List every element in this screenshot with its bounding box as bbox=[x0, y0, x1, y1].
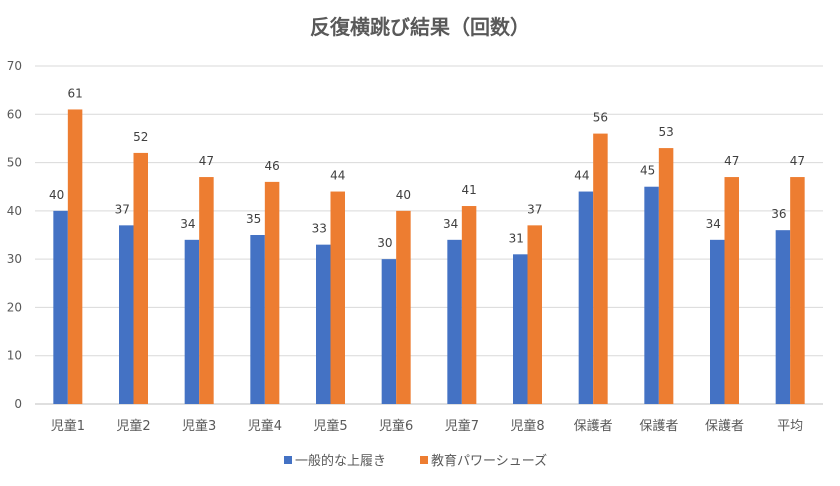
data-label: 31 bbox=[509, 231, 524, 245]
data-label: 37 bbox=[115, 202, 130, 216]
x-tick-label: 児童1 bbox=[51, 418, 85, 434]
legend-label: 教育パワーシューズ bbox=[431, 453, 547, 469]
bar bbox=[330, 191, 345, 404]
bar bbox=[658, 148, 674, 404]
data-label: 30 bbox=[377, 236, 392, 250]
x-tick-label: 児童3 bbox=[182, 418, 216, 434]
data-label: 40 bbox=[396, 188, 411, 202]
y-tick-label: 20 bbox=[7, 300, 22, 314]
bar bbox=[184, 239, 200, 404]
data-label: 37 bbox=[527, 202, 542, 216]
y-tick-label: 10 bbox=[7, 349, 22, 363]
bar bbox=[527, 225, 542, 404]
bar bbox=[513, 254, 528, 404]
legend-label: 一般的な上履き bbox=[295, 453, 386, 469]
data-label: 35 bbox=[246, 212, 261, 226]
bar bbox=[316, 244, 331, 404]
data-label: 40 bbox=[49, 188, 64, 202]
data-label: 41 bbox=[461, 183, 476, 197]
bar bbox=[644, 186, 659, 404]
x-tick-label: 児童8 bbox=[510, 418, 544, 434]
bar bbox=[199, 177, 214, 404]
data-label: 47 bbox=[199, 154, 214, 168]
y-tick-label: 40 bbox=[7, 204, 22, 218]
x-tick-label: 児童5 bbox=[313, 418, 347, 434]
x-tick-label: 児童4 bbox=[248, 418, 282, 434]
x-tick-label: 児童7 bbox=[445, 418, 479, 434]
chart-title: 反復横跳び結果（回数） bbox=[310, 15, 530, 39]
bar bbox=[724, 177, 739, 404]
data-label: 36 bbox=[771, 207, 786, 221]
data-label: 52 bbox=[133, 130, 148, 144]
data-label: 56 bbox=[593, 111, 608, 125]
x-tick-label: 保護者 bbox=[574, 418, 613, 434]
bar bbox=[461, 206, 477, 404]
x-tick-label: 児童6 bbox=[379, 418, 413, 434]
y-tick-label: 70 bbox=[7, 59, 22, 73]
data-label: 34 bbox=[180, 217, 195, 231]
bar bbox=[250, 235, 265, 404]
data-label: 44 bbox=[330, 169, 345, 183]
bar bbox=[578, 191, 594, 404]
legend-swatch bbox=[284, 456, 292, 464]
bar bbox=[790, 177, 805, 404]
y-tick-label: 30 bbox=[7, 252, 22, 266]
data-label: 45 bbox=[640, 164, 655, 178]
bar bbox=[593, 133, 608, 404]
x-tick-label: 保護者 bbox=[639, 418, 678, 434]
bar bbox=[264, 181, 280, 404]
bar bbox=[710, 239, 725, 404]
data-label: 47 bbox=[790, 154, 805, 168]
y-tick-label: 0 bbox=[14, 397, 22, 411]
y-tick-label: 50 bbox=[7, 156, 22, 170]
bar bbox=[396, 210, 411, 404]
bar bbox=[775, 230, 791, 404]
x-tick-label: 児童2 bbox=[116, 418, 150, 434]
x-tick-label: 平均 bbox=[777, 419, 803, 434]
data-label: 46 bbox=[264, 159, 279, 173]
bar bbox=[447, 239, 462, 404]
data-label: 47 bbox=[724, 154, 739, 168]
x-tick-label: 保護者 bbox=[705, 418, 744, 434]
bar bbox=[53, 210, 68, 404]
y-tick-label: 60 bbox=[7, 107, 22, 121]
bar bbox=[133, 152, 148, 404]
legend-swatch bbox=[420, 456, 428, 464]
data-label: 34 bbox=[443, 217, 458, 231]
bar bbox=[119, 225, 134, 404]
bar bbox=[67, 109, 83, 404]
data-label: 44 bbox=[574, 169, 589, 183]
data-label: 61 bbox=[67, 86, 82, 100]
data-label: 53 bbox=[658, 125, 673, 139]
bar bbox=[381, 259, 397, 404]
data-label: 34 bbox=[706, 217, 721, 231]
data-label: 33 bbox=[312, 222, 327, 236]
